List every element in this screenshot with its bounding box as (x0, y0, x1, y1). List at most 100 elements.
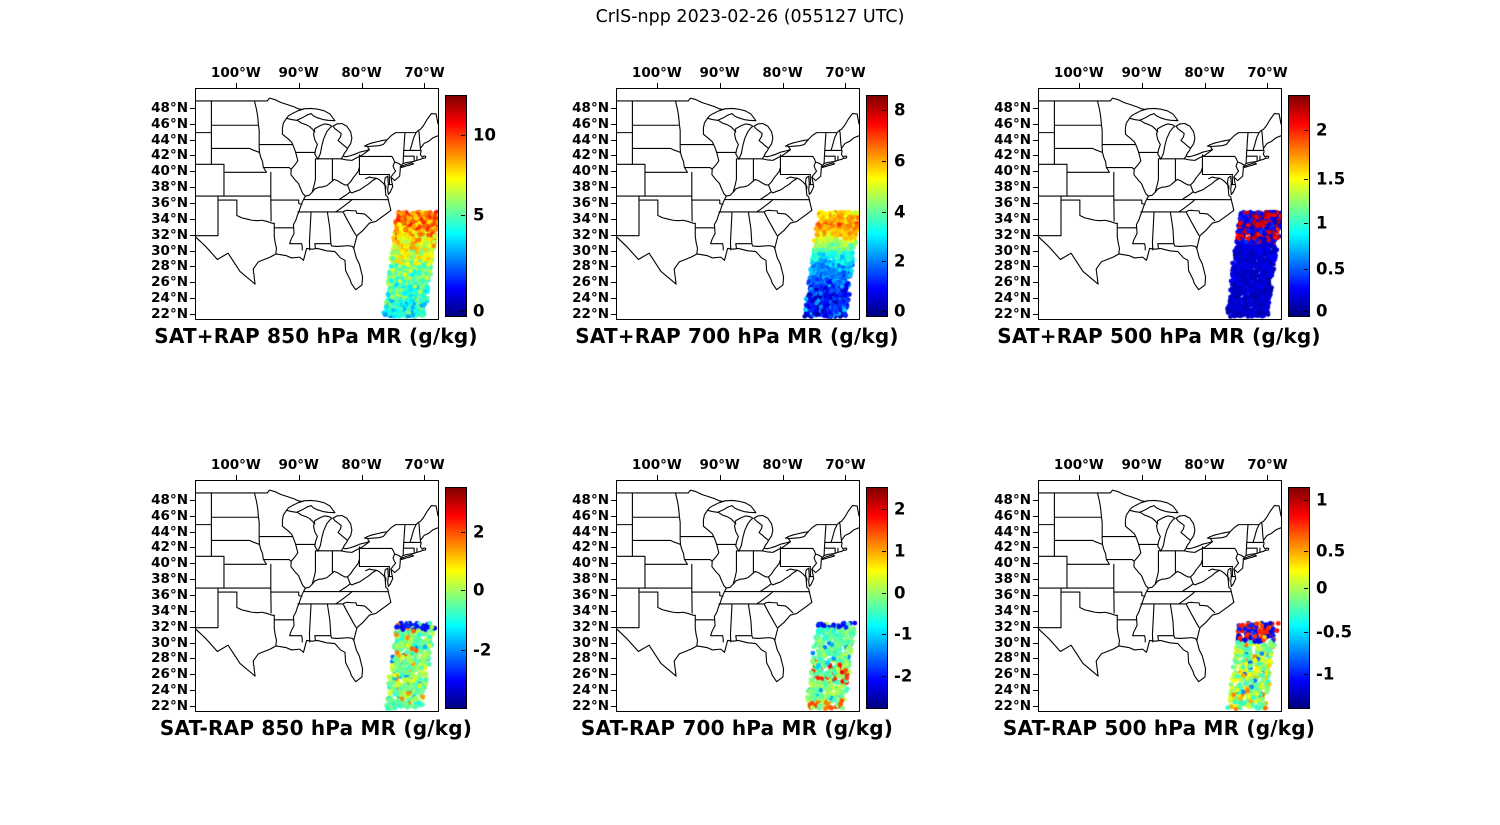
lat-tick-mark (190, 187, 195, 189)
lat-tick-label: 22°N (994, 698, 1031, 715)
lat-tick-label: 36°N (151, 587, 188, 603)
map-box (195, 88, 439, 320)
lat-tick-mark (1033, 298, 1038, 300)
colorbar-tick-label: 2 (473, 522, 485, 542)
lat-tick-label: 30°N (151, 242, 188, 259)
lat-tick-label: 36°N (151, 195, 188, 211)
lat-tick-mark (190, 531, 195, 533)
lat-tick-label: 24°N (994, 290, 1031, 307)
lat-tick-mark (190, 218, 195, 220)
lat-tick-mark (1033, 706, 1038, 708)
lat-tick-mark (190, 674, 195, 676)
colorbar-tick-label: 0 (1316, 301, 1328, 321)
lon-tick-label: 70°W (825, 65, 866, 81)
panel-title: SAT+RAP 850 hPa MR (g/kg) (154, 324, 478, 348)
lat-tick-mark (611, 499, 616, 501)
lat-tick-label: 24°N (151, 290, 188, 307)
lat-tick-label: 46°N (151, 115, 188, 132)
lon-tick-label: 90°W (278, 457, 319, 473)
lat-tick-label: 42°N (151, 539, 188, 556)
lat-tick-label: 42°N (572, 147, 609, 164)
lat-tick-mark (1033, 563, 1038, 565)
lat-tick-mark (611, 234, 616, 236)
lon-tick-mark (656, 475, 658, 480)
lat-tick-label: 46°N (572, 115, 609, 132)
colorbar-tick-mark (882, 550, 886, 552)
lat-tick-label: 38°N (994, 571, 1031, 588)
lat-tick-mark (1033, 690, 1038, 692)
lat-tick-label: 22°N (994, 306, 1031, 323)
colorbar-tick-mark (1304, 588, 1308, 590)
colorbar-tick-mark (461, 532, 465, 534)
panel-sat-minus-rap-500: SAT-RAP 500 hPa MR (g/kg) 100°W 90°W 80°W 7… (983, 445, 1363, 750)
lat-tick-mark (190, 298, 195, 300)
lat-tick-mark (1033, 282, 1038, 284)
lat-tick-mark (190, 155, 195, 157)
colorbar-tick-label: 0 (1316, 578, 1328, 598)
lat-tick-label: 30°N (994, 634, 1031, 651)
lat-tick-label: 26°N (151, 666, 188, 683)
colorbar-tick-label: 2 (894, 251, 906, 271)
lat-tick-label: 22°N (151, 306, 188, 323)
lat-tick-mark (190, 139, 195, 141)
lon-tick-label: 100°W (631, 457, 682, 473)
colorbar-tick-mark (882, 161, 886, 162)
colorbar-tick-mark (882, 310, 886, 312)
colorbar-tick-label: 0 (473, 301, 485, 321)
lat-tick-label: 40°N (151, 163, 188, 180)
lon-tick-mark (361, 475, 363, 480)
lat-tick-label: 38°N (572, 179, 609, 196)
lon-tick-mark (845, 475, 847, 480)
lon-tick-label: 80°W (1184, 457, 1225, 473)
colorbar-tick-label: -1 (1316, 664, 1335, 684)
lat-tick-mark (1033, 579, 1038, 581)
lon-tick-mark (424, 475, 426, 480)
lon-tick-mark (719, 475, 721, 480)
lon-tick-mark (361, 83, 363, 88)
lat-tick-mark (190, 706, 195, 708)
lat-tick-label: 46°N (151, 507, 188, 524)
panel-title: SAT-RAP 700 hPa MR (g/kg) (580, 716, 894, 740)
colorbar-tick-label: 1 (894, 541, 906, 561)
colorbar-tick-mark (461, 590, 465, 592)
lat-tick-label: 42°N (151, 147, 188, 164)
lat-tick-mark (1033, 674, 1038, 676)
lat-tick-mark (1033, 250, 1038, 252)
lat-tick-label: 22°N (572, 698, 609, 715)
colorbar-tick-mark (1304, 222, 1308, 224)
lat-tick-mark (1033, 531, 1038, 533)
lat-tick-label: 36°N (572, 195, 609, 211)
lon-tick-label: 80°W (762, 65, 803, 81)
lon-tick-mark (1078, 83, 1080, 88)
lat-tick-label: 26°N (572, 274, 609, 291)
lat-tick-label: 34°N (151, 210, 188, 227)
lat-tick-label: 24°N (572, 682, 609, 699)
lat-tick-label: 48°N (994, 99, 1031, 116)
colorbar-tick-label: 6 (894, 151, 906, 171)
colorbar-tick-label: 1 (1316, 490, 1328, 510)
colorbar-tick-mark (461, 310, 465, 312)
lon-tick-label: 80°W (1184, 65, 1225, 81)
lat-tick-label: 24°N (572, 290, 609, 307)
lon-tick-label: 90°W (1121, 457, 1162, 473)
lat-tick-label: 34°N (994, 602, 1031, 619)
lat-tick-label: 36°N (572, 587, 609, 603)
lat-tick-label: 34°N (572, 210, 609, 227)
lon-tick-label: 90°W (1121, 65, 1162, 81)
lon-tick-label: 70°W (1247, 457, 1288, 473)
lat-tick-mark (611, 515, 616, 517)
lon-tick-label: 90°W (699, 457, 740, 473)
colorbar-tick-label: 0 (473, 580, 485, 600)
lon-tick-mark (424, 83, 426, 88)
lat-tick-label: 32°N (151, 226, 188, 243)
colorbar-tick-mark (1304, 550, 1308, 552)
panel-title: SAT+RAP 500 hPa MR (g/kg) (997, 324, 1321, 348)
lat-tick-mark (611, 282, 616, 284)
colorbar-tick-mark (1304, 310, 1308, 312)
lat-tick-label: 28°N (151, 258, 188, 275)
colorbar-tick-mark (882, 211, 886, 213)
lat-tick-mark (611, 139, 616, 141)
lat-tick-label: 40°N (572, 555, 609, 572)
lat-tick-label: 42°N (994, 539, 1031, 556)
lon-tick-mark (1078, 475, 1080, 480)
